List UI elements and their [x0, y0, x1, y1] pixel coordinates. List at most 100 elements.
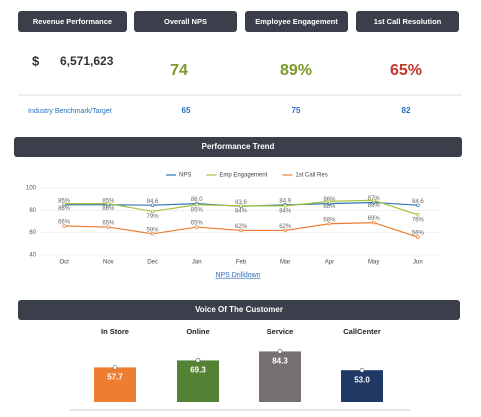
point [195, 203, 199, 207]
data-label: 84.6 [412, 199, 424, 205]
category-label: In Store [101, 327, 129, 336]
point [239, 228, 243, 233]
point [150, 203, 155, 207]
kpi-value: 65% [390, 62, 422, 79]
data-label: 62% [235, 224, 248, 230]
point [371, 198, 376, 203]
kpi-prefix: $ [32, 53, 40, 68]
bar-marker [195, 358, 201, 363]
data-label: 68% [323, 217, 336, 223]
y-tick-label: 80 [29, 208, 36, 214]
kpi-header: Overall NPS [164, 17, 207, 26]
x-tick-label: Jan [192, 260, 202, 266]
kpi-value: 6,571,623 [60, 54, 114, 68]
x-tick-label: Mar [280, 260, 290, 266]
category-label: Service [267, 327, 294, 336]
kpi-header: 1st Call Resolution [374, 17, 442, 26]
kpi-header-box [245, 11, 348, 32]
bar [94, 367, 136, 402]
bar-marker [359, 367, 365, 373]
bar-marker [112, 365, 118, 370]
data-label: 69% [368, 216, 381, 222]
point [62, 224, 66, 228]
bar [259, 351, 301, 402]
data-label: 56% [412, 231, 425, 237]
point [327, 221, 332, 226]
point [283, 228, 287, 233]
data-label: 86% [58, 206, 71, 212]
data-label: 53.0 [354, 375, 370, 384]
x-tick-label: Nov [103, 260, 114, 266]
data-label: 85% [58, 198, 71, 204]
point [416, 213, 420, 217]
data-label: 85% [191, 207, 204, 213]
x-tick-label: Apr [325, 260, 334, 266]
benchmark-label: Industry Benchmark/Target [28, 108, 112, 115]
data-label: 84.6 [147, 199, 159, 205]
legend-label: Emp Engagement [219, 173, 267, 179]
data-label: 83.6 [235, 200, 247, 206]
point [106, 225, 111, 229]
kpi-header-box [134, 11, 237, 32]
data-label: 65% [102, 221, 115, 227]
x-tick-label: Oct [59, 260, 69, 266]
x-tick-label: May [368, 260, 379, 266]
data-label: 57.7 [107, 372, 123, 381]
y-tick-label: 40 [29, 253, 36, 259]
point [150, 232, 155, 236]
point [239, 204, 243, 208]
data-label: 66% [58, 220, 71, 226]
kpi-header: Employee Engagement [255, 17, 338, 26]
data-label: 84.9 [279, 198, 291, 204]
bar [177, 360, 219, 402]
benchmark-value: 75 [292, 106, 301, 115]
data-label: 86.0 [191, 197, 203, 203]
point [62, 201, 66, 206]
x-tick-label: Feb [236, 260, 247, 266]
data-label: 88% [323, 204, 336, 210]
data-label: 69.3 [190, 366, 206, 375]
x-tick-label: Jun [413, 260, 423, 266]
y-tick-label: 100 [26, 186, 37, 192]
point [283, 204, 287, 208]
point [327, 199, 332, 204]
data-label: 76% [412, 217, 425, 223]
legend-label: 1st Call Res [295, 173, 327, 179]
section-bar [18, 300, 460, 320]
category-label: CallCenter [343, 327, 381, 336]
point [416, 203, 420, 207]
data-label: 59% [147, 227, 160, 233]
data-label: 84.3 [272, 357, 288, 366]
data-label: 79% [147, 214, 160, 220]
drilldown-link[interactable]: NPS Drilldown [215, 272, 260, 279]
data-label: 84% [279, 208, 292, 214]
bar [341, 370, 383, 402]
point [416, 235, 420, 239]
y-tick-label: 60 [29, 230, 36, 236]
x-tick-label: Dec [147, 260, 158, 266]
kpi-header-box [356, 11, 459, 32]
kpi-header: Revenue Performance [33, 17, 112, 26]
section-title: Voice Of The Customer [195, 305, 283, 314]
section-title: Performance Trend [202, 142, 275, 151]
legend-label: NPS [179, 173, 191, 179]
point [195, 225, 199, 229]
data-label: 85% [102, 198, 115, 204]
bar-marker [277, 349, 283, 354]
benchmark-value: 65 [182, 106, 191, 115]
data-label: 84% [235, 208, 248, 214]
data-label: 89% [368, 203, 381, 209]
kpi-value: 74 [170, 62, 188, 79]
kpi-header-box [18, 11, 127, 32]
data-label: 62% [279, 224, 292, 230]
data-label: 86% [102, 206, 115, 212]
point [371, 220, 376, 225]
point [106, 201, 111, 206]
kpi-value: 89% [280, 62, 312, 79]
category-label: Online [186, 327, 209, 336]
section-bar [14, 137, 462, 157]
data-label: 65% [191, 221, 204, 227]
benchmark-value: 82 [402, 106, 411, 115]
point [150, 209, 155, 214]
